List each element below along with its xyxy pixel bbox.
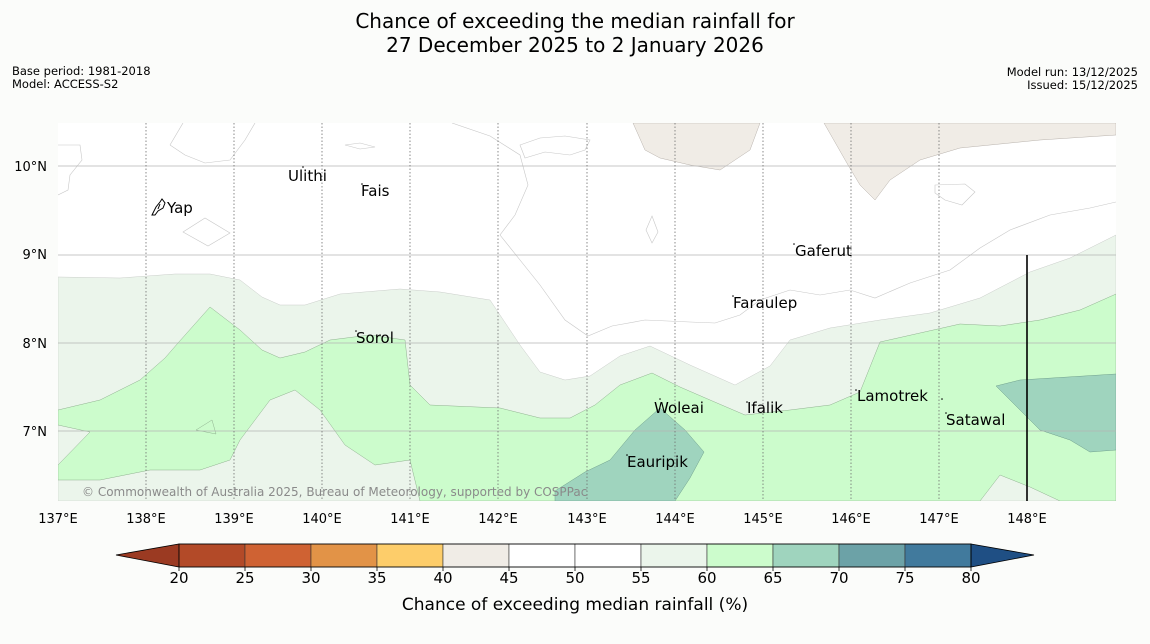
latitude-axis: 10°N 9°N 8°N 7°N (14, 160, 47, 440)
zone-65-70-east (995, 373, 1116, 453)
model-run: Model run: 13/12/2025 (1006, 65, 1138, 79)
map-title: Chance of exceeding the median rainfall … (0, 9, 1150, 57)
colorbar-tick-label: 35 (367, 569, 386, 587)
lon-label-142e: 142°E (478, 512, 518, 527)
colorbar-tick-label: 60 (697, 569, 716, 587)
place-label-faraulep: Faraulep (733, 294, 797, 312)
lon-label-145e: 145°E (743, 512, 783, 527)
lat-label-9n: 9°N (23, 248, 48, 263)
place-label-ifalik: Ifalik (747, 399, 783, 417)
colorbar-segment (442, 543, 510, 568)
lon-label-146e: 146°E (831, 512, 871, 527)
lon-label-148e: 148°E (1007, 512, 1047, 527)
zone-60-65 (58, 293, 1116, 501)
colorbar-tick-label: 65 (763, 569, 782, 587)
colorbar-tick-label: 40 (433, 569, 452, 587)
zone-40-45-northeast (823, 123, 1116, 201)
issued-date: Issued: 15/12/2025 (1027, 78, 1138, 92)
colorbar-tick-label: 75 (895, 569, 914, 587)
colorbar-segment (508, 543, 576, 568)
place-label-satawal: Satawal (946, 411, 1005, 429)
colorbar-segment (376, 543, 444, 568)
zone-40-45-north (632, 123, 761, 171)
colorbar-tick-label: 20 (169, 569, 188, 587)
colorbar-tick-label: 70 (829, 569, 848, 587)
lon-label-137e: 137°E (38, 512, 78, 527)
lon-label-140e: 140°E (302, 512, 342, 527)
base-period: Base period: 1981-2018 (12, 64, 151, 78)
colorbar-tick-label: 55 (631, 569, 650, 587)
lon-label-147e: 147°E (919, 512, 959, 527)
colorbar-segment (706, 543, 774, 568)
zone-60-65-patch (195, 419, 217, 435)
map-title-line1: Chance of exceeding the median rainfall … (355, 9, 795, 33)
place-label-ulithi: Ulithi (288, 167, 327, 185)
colorbar-tick-label: 80 (961, 569, 980, 587)
colorbar-title: Chance of exceeding median rainfall (%) (402, 595, 748, 615)
place-label-fais: Fais (361, 182, 390, 200)
colorbar-tick-label: 45 (499, 569, 518, 587)
place-label-lamotrek: Lamotrek (857, 387, 928, 405)
map-title-line2: 27 December 2025 to 2 January 2026 (386, 33, 764, 57)
colorbar-tick-label: 25 (235, 569, 254, 587)
place-label-sorol: Sorol (356, 329, 394, 347)
colorbar-segment (640, 543, 708, 568)
colorbar-segment (178, 543, 246, 568)
lon-label-144e: 144°E (655, 512, 695, 527)
colorbar-ticks: 20 25 30 35 40 45 50 55 60 65 70 75 80 (169, 567, 981, 587)
place-markers (302, 166, 947, 456)
colorbar-under-arrow (115, 543, 180, 568)
meta-left: Base period: 1981-2018 Model: ACCESS-S2 (12, 65, 151, 91)
colorbar-segment (310, 543, 378, 568)
colorbar-over-arrow (970, 543, 1035, 568)
colorbar-segment (772, 543, 840, 568)
yap-island-icon (151, 198, 166, 216)
lon-label-141e: 141°E (390, 512, 430, 527)
colorbar-tick-label: 50 (565, 569, 584, 587)
lon-label-139e: 139°E (214, 512, 254, 527)
place-label-eauripik: Eauripik (627, 453, 688, 471)
longitude-axis: 137°E 138°E 139°E 140°E 141°E 142°E 143°… (38, 512, 1047, 527)
map-plot-area: Yap Ulithi Fais Sorol Gaferut Faraulep L… (58, 123, 1116, 501)
copyright-credit: © Commonwealth of Australia 2025, Bureau… (82, 485, 587, 499)
colorbar-segment (244, 543, 312, 568)
model-name: Model: ACCESS-S2 (12, 77, 119, 91)
lon-label-138e: 138°E (126, 512, 166, 527)
lat-label-7n: 7°N (23, 425, 48, 440)
colorbar-segments (178, 543, 972, 568)
colorbar-segment (838, 543, 906, 568)
lon-label-143e: 143°E (567, 512, 607, 527)
lat-label-8n: 8°N (23, 337, 48, 352)
colorbar-segment (574, 543, 642, 568)
colorbar-tick-label: 30 (301, 569, 320, 587)
meta-right: Model run: 13/12/2025 Issued: 15/12/2025 (1007, 66, 1138, 92)
colorbar: 20 25 30 35 40 45 50 55 60 65 70 75 80 Chance of exc… (115, 543, 1035, 615)
place-label-woleai: Woleai (654, 399, 704, 417)
place-label-gaferut: Gaferut (795, 242, 852, 260)
place-label-yap: Yap (166, 199, 193, 217)
colorbar-segment (904, 543, 972, 568)
longitude-gridlines (145, 123, 940, 501)
lat-label-10n: 10°N (14, 160, 47, 175)
